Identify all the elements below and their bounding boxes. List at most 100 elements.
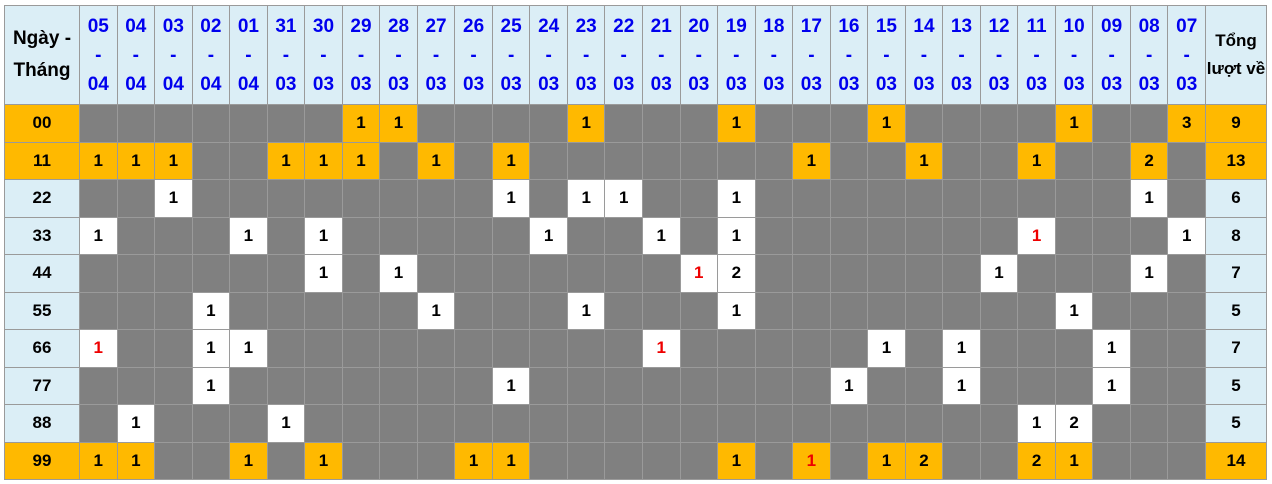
day: 29 [350,15,372,37]
empty-cell [754,179,794,218]
month: 03 [950,73,973,95]
count-cell: 1 [454,441,493,480]
empty-cell [304,179,343,218]
separator: - [1070,44,1078,66]
empty-cell [229,104,268,143]
separator: - [1033,44,1040,66]
day: 15 [875,15,897,37]
empty-cell [792,404,831,443]
empty-cell [604,329,643,368]
table-row: 66 1 1 1 1 1 1 1 7 [4,329,1267,368]
empty-cell [379,179,418,218]
empty-cell [1129,329,1169,368]
empty-cell [154,441,193,480]
count-cell: 1 [566,104,606,143]
day: 20 [688,15,710,37]
empty-cell [792,179,831,218]
day: 19 [725,15,747,37]
empty-cell [529,291,568,330]
count-cell: 1 [1092,329,1131,368]
day: 12 [988,15,1010,37]
month: 03 [312,73,335,95]
empty-cell [229,404,268,443]
empty-cell [341,366,381,405]
empty-cell [529,404,568,443]
day: 26 [463,15,485,37]
empty-cell [679,366,719,405]
empty-cell [529,441,568,480]
empty-cell [1092,291,1131,330]
empty-cell [416,179,456,218]
day: 17 [800,15,822,37]
month: 03 [387,73,410,95]
empty-cell [379,404,418,443]
empty-cell [641,254,681,293]
empty-cell [904,254,944,293]
date-header: 09 - 03 [1092,5,1131,105]
empty-cell [416,104,456,143]
empty-cell [491,404,531,443]
row-label: 77 [4,366,80,405]
separator: - [470,44,477,66]
count-cell: 1 [979,254,1019,293]
empty-cell [229,254,268,293]
day: 03 [162,15,184,37]
count-cell: 1 [867,329,906,368]
month: 03 [913,73,935,95]
count-cell: 1 [679,254,719,293]
empty-cell [491,104,531,143]
date-header: 07 - 03 [1167,5,1206,105]
empty-cell [416,366,456,405]
empty-cell [229,291,268,330]
empty-cell [79,291,118,330]
month: 04 [125,73,147,95]
count-cell: 1 [641,216,681,255]
date-header: 22 - 03 [604,5,643,105]
count-cell: 1 [1017,216,1056,255]
day: 14 [913,15,935,37]
empty-cell [304,291,343,330]
month: 03 [275,73,297,95]
count-cell: 1 [1054,441,1094,480]
empty-cell [79,366,118,405]
row-total: 14 [1205,441,1267,480]
empty-cell [379,366,418,405]
empty-cell [604,254,643,293]
empty-cell [904,329,944,368]
count-cell: 1 [942,329,981,368]
date-header: 16 - 03 [829,5,869,105]
empty-cell [1167,141,1206,180]
empty-cell [529,329,568,368]
month: 03 [838,73,860,95]
day: 28 [387,15,410,37]
count-cell: 1 [1129,254,1169,293]
empty-cell [1129,441,1169,480]
empty-cell [454,291,493,330]
empty-cell [341,329,381,368]
row-label: 22 [4,179,80,218]
empty-cell [679,291,719,330]
count-cell: 1 [79,441,118,480]
empty-cell [416,441,456,480]
empty-cell [566,441,606,480]
count-cell: 1 [266,141,306,180]
empty-cell [566,404,606,443]
table-row: 33 1 1 1 1 1 1 1 1 8 [4,216,1267,255]
empty-cell [942,441,981,480]
empty-cell [942,104,981,143]
empty-cell [604,104,643,143]
empty-cell [1129,404,1169,443]
empty-cell [641,291,681,330]
empty-cell [266,179,306,218]
empty-cell [79,104,118,143]
empty-cell [829,216,869,255]
empty-cell [191,179,231,218]
empty-cell [229,141,268,180]
count-cell: 1 [566,179,606,218]
empty-cell [1054,366,1094,405]
empty-cell [266,441,306,480]
table-row: 00 1 1 1 1 1 1 3 9 [4,104,1267,143]
empty-cell [266,254,306,293]
empty-cell [79,179,118,218]
count-cell: 1 [379,104,418,143]
